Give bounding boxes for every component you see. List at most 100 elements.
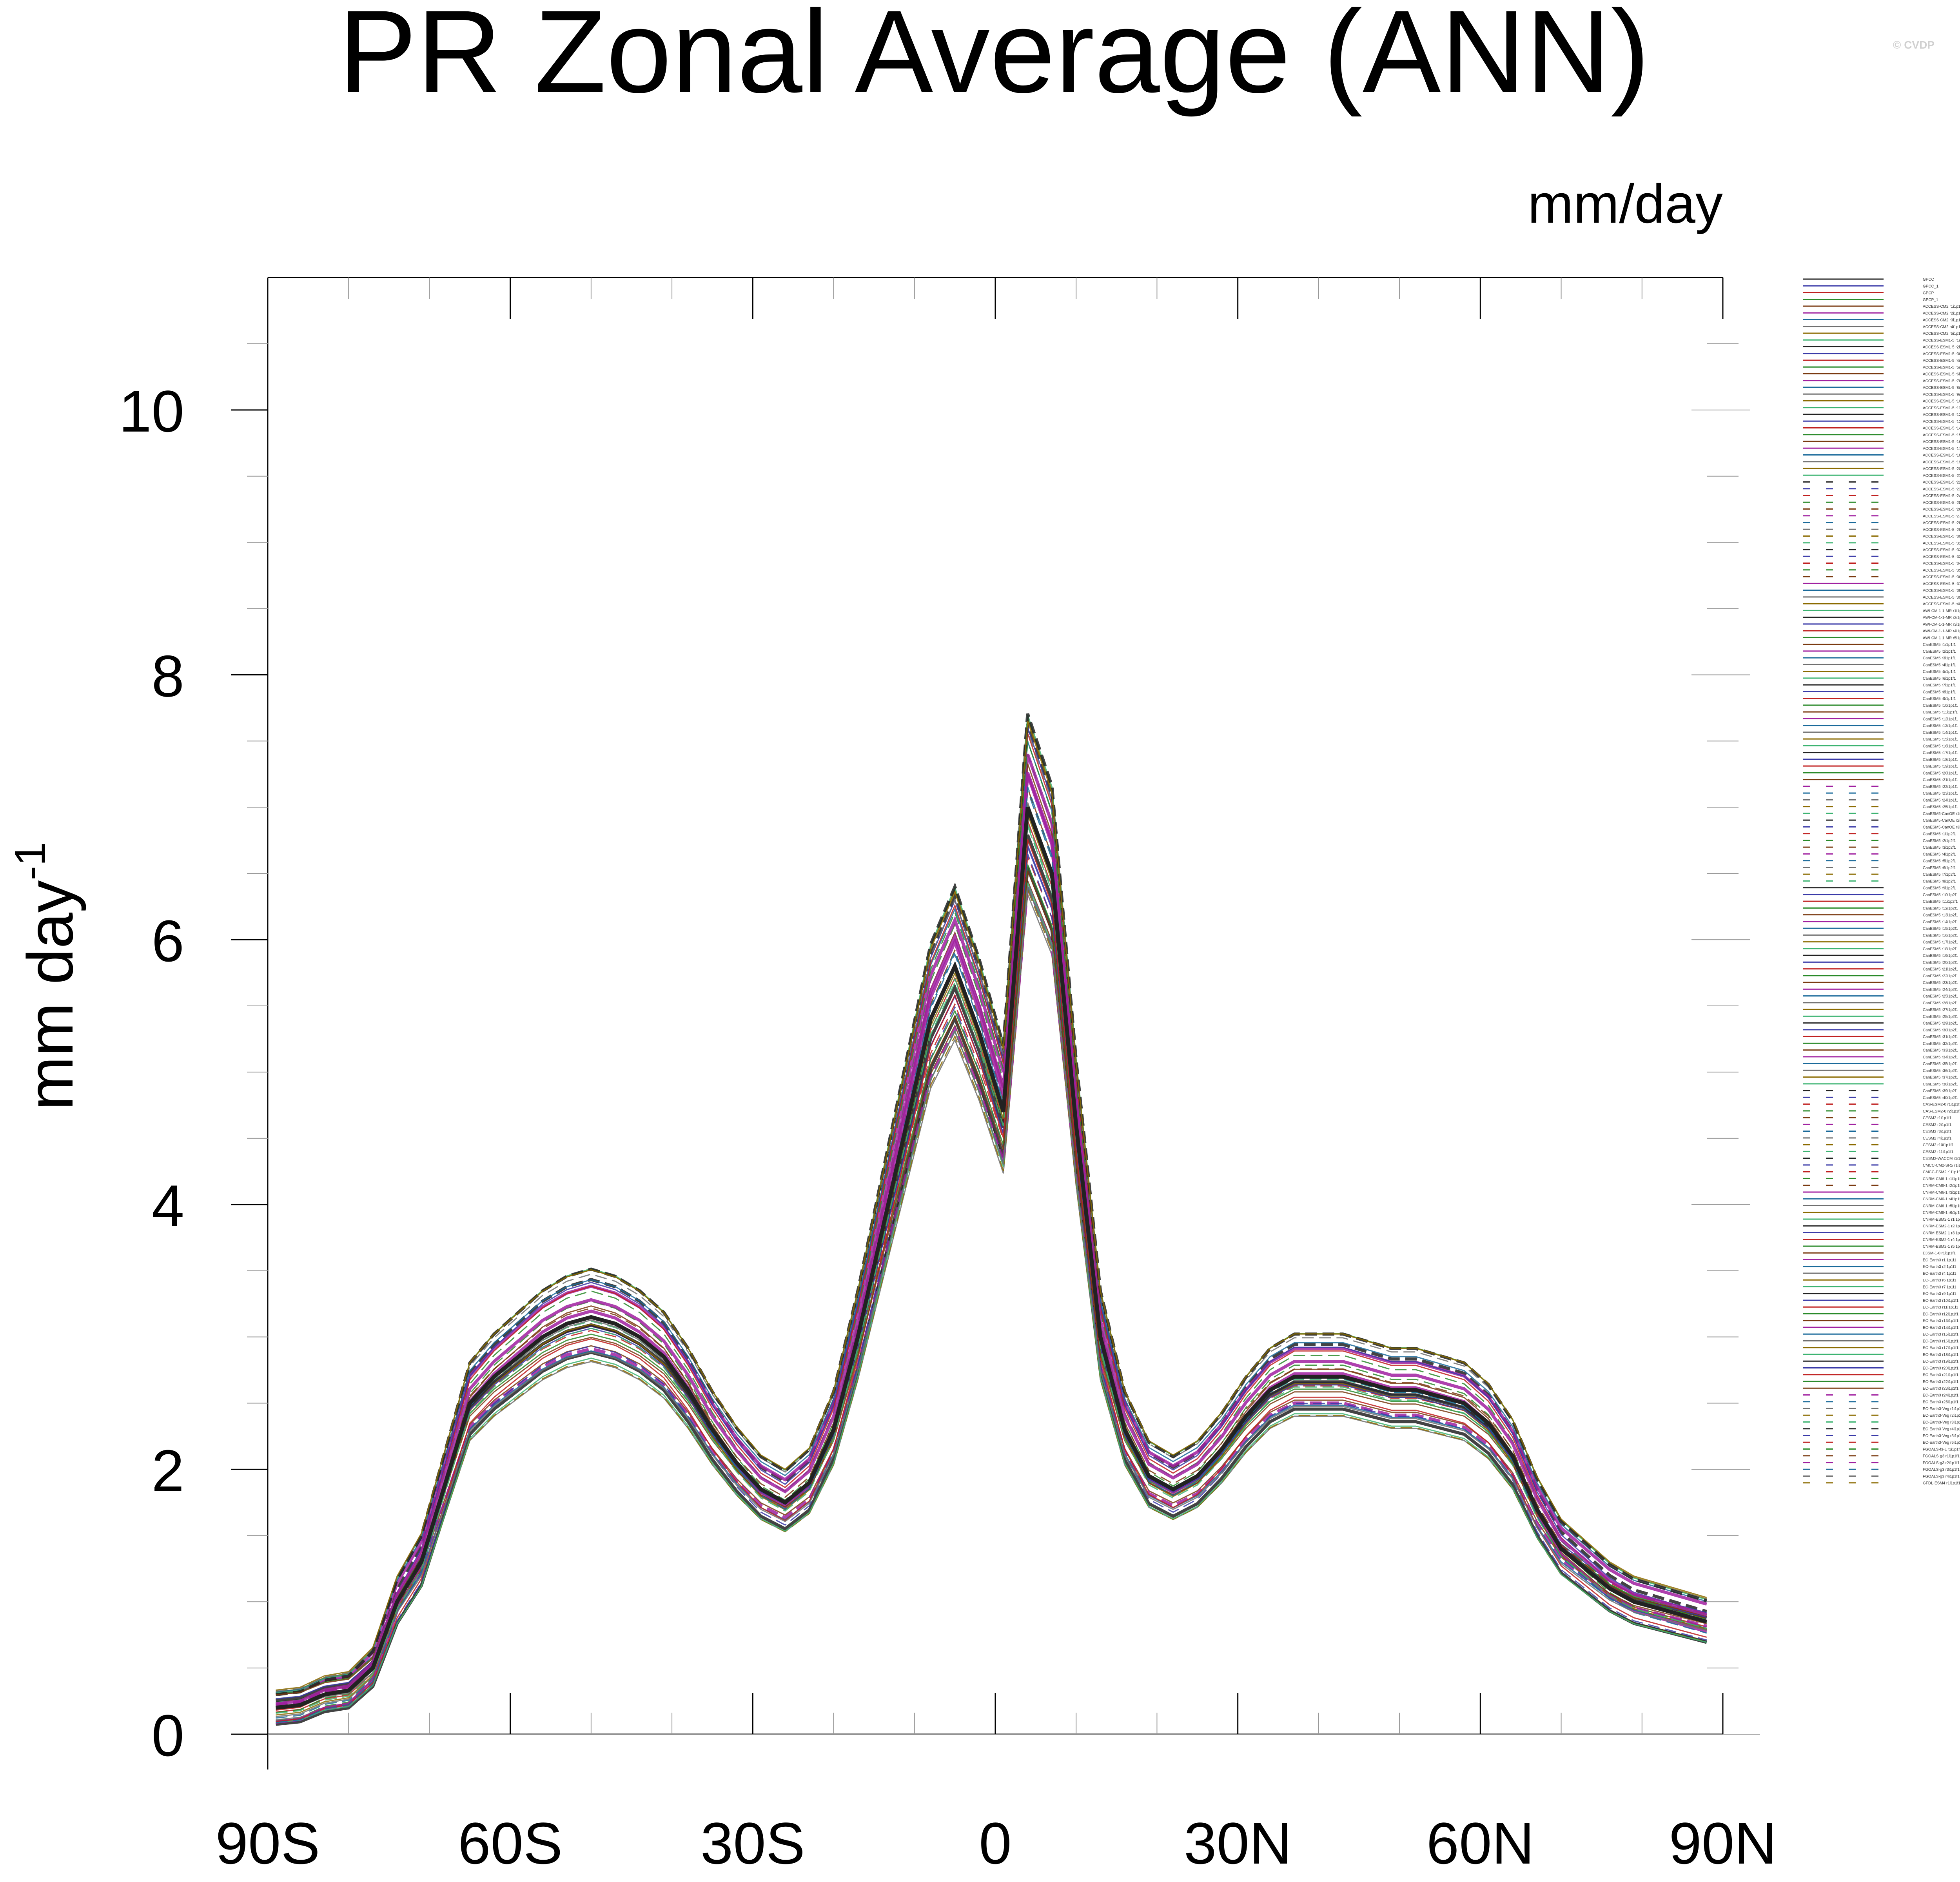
legend-entry: GPCP <box>1923 291 1934 296</box>
legend-entry: CanESM5 r32i1p2f1 <box>1923 1042 1958 1046</box>
ensemble-line <box>276 847 1707 1694</box>
ensemble-line <box>276 866 1707 1726</box>
legend-entry: CMCC-CM2-SR5 r1i1p1f1 <box>1923 1163 1960 1168</box>
legend-entry: CNRM-ESM2-1 r1i1p1f2 <box>1923 1218 1960 1222</box>
legend-entry: ACCESS-ESM1-5 r21i1p1f1 <box>1923 474 1960 478</box>
legend-entry: EC-Earth3 r12i1p1f1 <box>1923 1312 1959 1316</box>
legend-entry: CanESM5 r21i1p1f1 <box>1923 778 1958 782</box>
units-label: mm/day <box>1528 173 1723 234</box>
legend-entry: EC-Earth3 r23i1p1f1 <box>1923 1387 1959 1391</box>
legend-entry: EC-Earth3 r10i1p1f1 <box>1923 1299 1959 1303</box>
legend-entry: EC-Earth3 r7i1p1f1 <box>1923 1285 1956 1289</box>
legend-entry: ACCESS-ESM1-5 r15i1p1f1 <box>1923 433 1960 437</box>
y-tick-label: 0 <box>152 1702 184 1768</box>
legend-entry: CanESM5 r10i1p1f1 <box>1923 704 1958 708</box>
legend-entry: CAS-ESM2-0 r2i1p1f1 <box>1923 1109 1960 1114</box>
legend-entry: CanESM5 r21i1p2f1 <box>1923 967 1958 972</box>
legend-entry: ACCESS-ESM1-5 r4i1p1f1 <box>1923 359 1960 363</box>
ensemble-line <box>276 772 1707 1706</box>
ensemble-line <box>276 814 1707 1716</box>
legend-entry: ACCESS-ESM1-5 r3i1p1f1 <box>1923 352 1960 356</box>
legend-entry: CNRM-ESM2-1 r3i1p1f2 <box>1923 1231 1960 1235</box>
legend-entry: FGOALS-g3 r3i1p1f1 <box>1923 1468 1960 1472</box>
legend-entry: CanESM5 r13i1p1f1 <box>1923 724 1958 728</box>
legend-entry: CanESM5 r30i1p2f1 <box>1923 1028 1958 1033</box>
x-tick-label: 30N <box>1184 1810 1292 1876</box>
legend-entry: CanESM5 r11i1p2f1 <box>1923 900 1958 904</box>
x-tick-label: 90S <box>216 1810 320 1876</box>
legend-entry: CNRM-ESM2-1 r4i1p1f2 <box>1923 1238 1960 1242</box>
ensemble-line <box>276 826 1707 1714</box>
legend-entry: EC-Earth3 r25i1p1f1 <box>1923 1400 1959 1405</box>
legend-entry: CanESM5 r17i1p2f1 <box>1923 940 1958 945</box>
legend-entry: ACCESS-ESM1-5 r17i1p1f1 <box>1923 446 1960 451</box>
legend-entry: CanESM5 r23i1p2f1 <box>1923 981 1958 985</box>
legend-entry: CanESM5 r20i1p1f1 <box>1923 771 1958 775</box>
legend-entry: EC-Earth3 r9i1p1f1 <box>1923 1292 1956 1296</box>
legend-entry: EC-Earth3 r1i1p1f1 <box>1923 1258 1956 1262</box>
legend-entry: ACCESS-ESM1-5 r30i1p1f1 <box>1923 535 1960 539</box>
legend-entry: ACCESS-ESM1-5 r2i1p1f1 <box>1923 345 1960 350</box>
legend-entry: CanESM5 r1i1p2f1 <box>1923 832 1956 837</box>
legend-entry: CESM2 r11i1p1f1 <box>1923 1150 1954 1154</box>
legend-entry: CanESM5 r19i1p2f1 <box>1923 954 1958 958</box>
legend-entry: CanESM5 r10i1p2f1 <box>1923 893 1958 897</box>
legend-entry: ACCESS-ESM1-5 r9i1p1f1 <box>1923 392 1960 397</box>
legend-entry: EC-Earth3 r16i1p1f1 <box>1923 1339 1959 1343</box>
legend-entry: GPCC_1 <box>1923 284 1938 289</box>
ensemble-line <box>276 870 1707 1696</box>
legend-entry: CanESM5-CanOE r2i1p2f1 <box>1923 818 1960 823</box>
legend-entry: ACCESS-ESM1-5 r20i1p1f1 <box>1923 467 1960 471</box>
legend-entry: CanESM5 r7i1p1f1 <box>1923 683 1956 688</box>
legend-entry: EC-Earth3 r24i1p1f1 <box>1923 1393 1959 1397</box>
ensemble-line <box>276 790 1707 1719</box>
legend-entry: ACCESS-ESM1-5 r34i1p1f1 <box>1923 562 1960 566</box>
legend-entry: CNRM-CM6-1 r6i1p1f2 <box>1923 1211 1960 1215</box>
legend-entry: CanESM5 r3i1p1f1 <box>1923 656 1956 661</box>
legend-entry: EC-Earth3 r15i1p1f1 <box>1923 1332 1959 1337</box>
ensemble-line <box>276 740 1707 1713</box>
legend-entry: EC-Earth3 r19i1p1f1 <box>1923 1359 1959 1364</box>
legend-entry: CNRM-CM6-1 r4i1p1f2 <box>1923 1197 1960 1201</box>
legend-entry: ACCESS-CM2 r4i1p1f1 <box>1923 325 1960 329</box>
ensemble-line <box>276 721 1707 1691</box>
legend-entry: AWI-CM-1-1-MR r2i1p1f1 <box>1923 616 1960 620</box>
legend-entry: ACCESS-ESM1-5 r32i1p1f1 <box>1923 548 1960 552</box>
ensemble-line <box>276 730 1707 1692</box>
legend-entry: ACCESS-CM2 r1i1p1f1 <box>1923 305 1960 309</box>
legend-entry: CMCC-ESM2 r1i1p1f1 <box>1923 1170 1960 1174</box>
legend-entry: ACCESS-ESM1-5 r7i1p1f1 <box>1923 379 1960 383</box>
copyright-label: © CVDP <box>1893 39 1935 51</box>
legend-entry: ACCESS-ESM1-5 r27i1p1f1 <box>1923 514 1960 519</box>
legend-entry: CanESM5 r5i1p1f1 <box>1923 670 1956 674</box>
ensemble-line <box>276 788 1707 1707</box>
x-tick-label: 90N <box>1669 1810 1777 1876</box>
legend-entry: EC-Earth3-Veg r6i1p1f1 <box>1923 1441 1960 1445</box>
legend-entry: CESM2 r3i1p1f1 <box>1923 1130 1952 1134</box>
legend-entry: CanESM5 r4i1p1f1 <box>1923 663 1956 667</box>
legend-entry: ACCESS-CM2 r3i1p1f1 <box>1923 318 1960 323</box>
legend-entry: ACCESS-ESM1-5 r26i1p1f1 <box>1923 508 1960 512</box>
legend-entry: CNRM-CM6-1 r2i1p1f2 <box>1923 1184 1960 1188</box>
legend-entry: CanESM5 r9i1p2f1 <box>1923 886 1956 891</box>
ensemble-line <box>276 853 1707 1724</box>
legend-entry: ACCESS-ESM1-5 r35i1p1f1 <box>1923 568 1960 573</box>
legend-entry: ACCESS-ESM1-5 r39i1p1f1 <box>1923 595 1960 600</box>
legend-entry: CanESM5 r9i1p1f1 <box>1923 697 1956 701</box>
legend-entry: CanESM5 r20i1p2f1 <box>1923 960 1958 965</box>
ensemble-line <box>276 718 1707 1693</box>
legend-entry: CanESM5 r2i1p1f1 <box>1923 650 1956 654</box>
legend-entry: CanESM5 r18i1p2f1 <box>1923 947 1958 951</box>
legend-entry: CanESM5 r4i1p2f1 <box>1923 852 1956 857</box>
legend-entry: CNRM-ESM2-1 r2i1p1f2 <box>1923 1224 1960 1229</box>
ensemble-line <box>276 889 1707 1722</box>
ensemble-line <box>276 884 1707 1706</box>
legend-entry: ACCESS-ESM1-5 r8i1p1f1 <box>1923 386 1960 390</box>
legend-entry: ACCESS-ESM1-5 r31i1p1f1 <box>1923 541 1960 546</box>
legend-entry: FGOALS-f3-L r1i1p1f1 <box>1923 1447 1960 1452</box>
legend-entry: CanESM5 r37i1p2f1 <box>1923 1076 1958 1080</box>
legend-entry: EC-Earth3 r13i1p1f1 <box>1923 1319 1959 1323</box>
legend-entry: ACCESS-ESM1-5 r23i1p1f1 <box>1923 487 1960 492</box>
